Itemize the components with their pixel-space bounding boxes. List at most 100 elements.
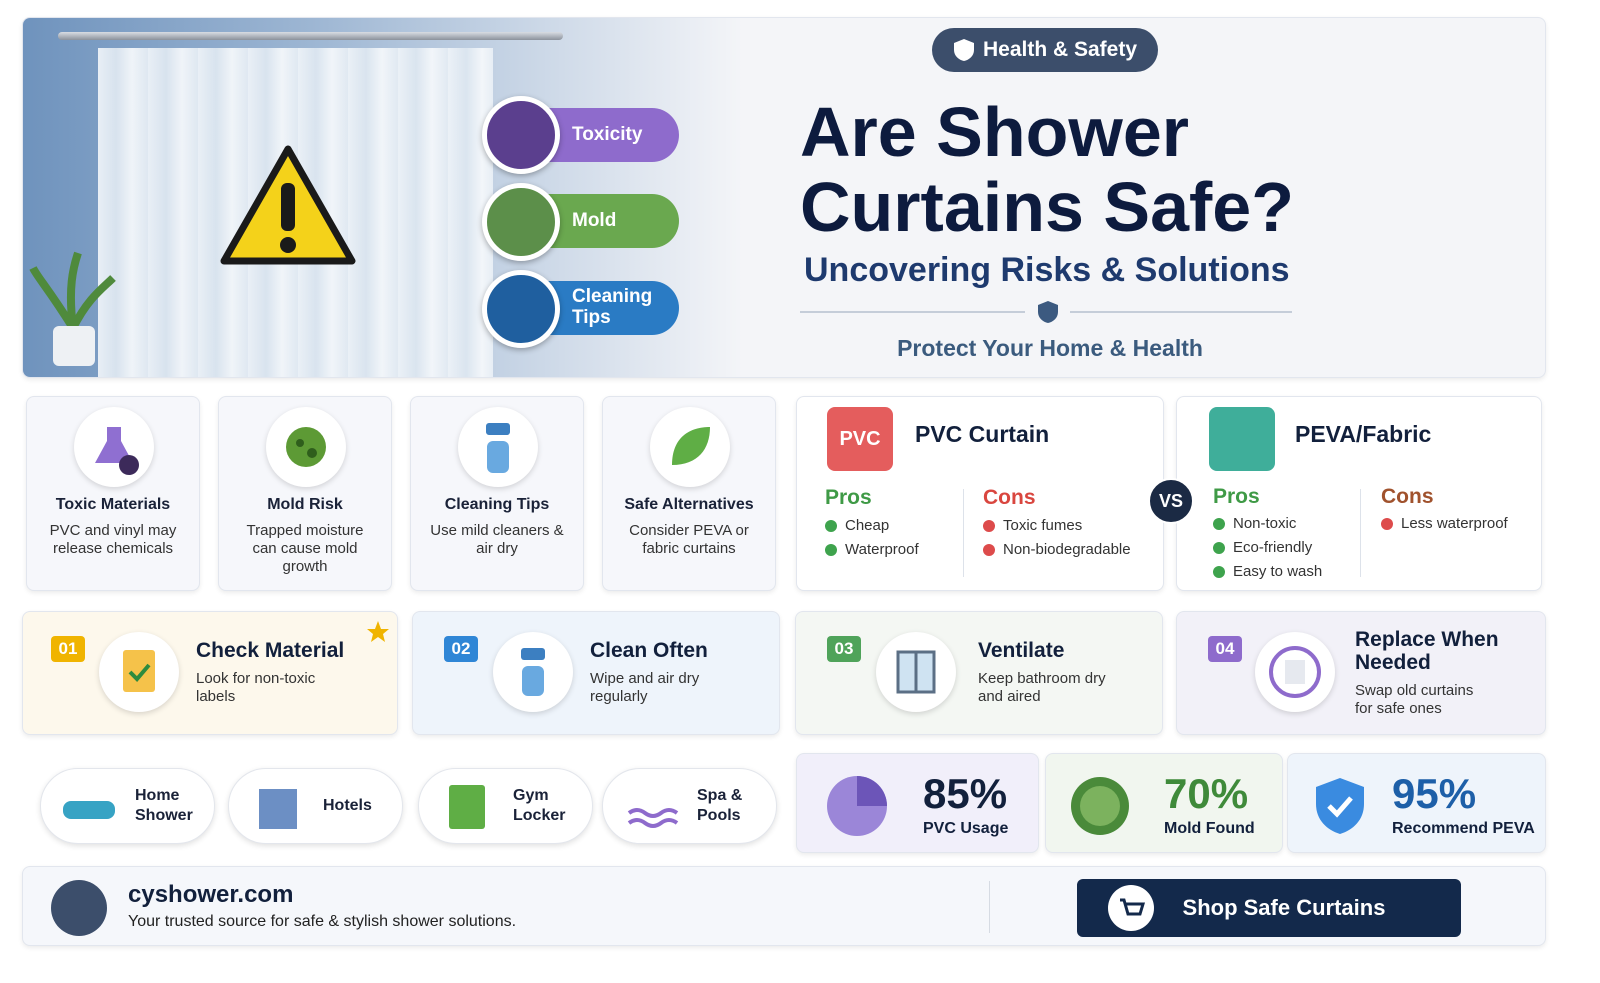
step-text: Look for non-toxic labels <box>196 670 316 705</box>
star-icon <box>367 621 389 642</box>
tag-label: Toxicity <box>572 123 643 145</box>
use-label: Spa & Pools <box>697 787 743 824</box>
use-pill: Gym Locker <box>418 768 593 844</box>
pie-icon <box>827 776 887 836</box>
site-tagline: Your trusted source for safe & stylish s… <box>128 913 517 930</box>
plant <box>29 251 116 366</box>
stat-card: 95% Recommend PEVA <box>1287 753 1546 853</box>
vs-badge: VS <box>1148 478 1194 524</box>
con-item: Less waterproof <box>1381 515 1508 532</box>
mold-icon <box>1071 777 1129 835</box>
divider <box>1070 311 1292 313</box>
tag-label: Cleaning Tips <box>572 286 653 328</box>
icon <box>1255 632 1335 712</box>
badge-text: Health & Safety <box>982 38 1138 61</box>
info-card: Toxic Materials PVC and vinyl may release… <box>26 396 200 591</box>
stat-label: PVC Usage <box>923 820 1009 837</box>
comparison-card: PEVA/Fabric Pros Non-toxic Eco-friendly … <box>1176 396 1542 591</box>
step-card: 03 Ventilate Keep bathroom dry and aired <box>795 611 1163 735</box>
cart-icon <box>1108 885 1154 931</box>
pro-item: Easy to wash <box>1213 563 1322 580</box>
title: Curtains Safe? <box>800 168 1294 246</box>
step-title: Clean Often <box>590 639 708 662</box>
shield-icon <box>1316 778 1364 834</box>
cleaning-icon <box>482 270 560 348</box>
footer: cyshower.com Your trusted source for saf… <box>22 866 1546 946</box>
pro-item: Eco-friendly <box>1213 539 1312 556</box>
category-badge: Health & Safety <box>932 28 1158 72</box>
use-label: Hotels <box>323 797 372 814</box>
step-number: 02 <box>444 636 478 662</box>
warning-icon <box>220 145 356 265</box>
pro-item: Waterproof <box>825 541 919 558</box>
divider <box>989 881 990 933</box>
stat-card: 70% Mold Found <box>1045 753 1283 853</box>
info-card: Cleaning Tips Use mild cleaners & air dry <box>410 396 584 591</box>
step-title: Replace When Needed <box>1355 628 1499 674</box>
pros-label: Pros <box>825 486 872 509</box>
stat-value: 85% <box>923 770 1008 817</box>
stat-label: Recommend PEVA <box>1392 820 1535 837</box>
divider <box>800 311 1025 313</box>
card-text: Trapped moisture can cause mold growth <box>246 522 364 575</box>
curtain-rod <box>58 32 563 40</box>
info-card: Mold Risk Trapped moisture can cause mold… <box>218 396 392 591</box>
option-name: PVC Curtain <box>915 421 1050 447</box>
con-item: Non-biodegradable <box>983 541 1131 558</box>
step-text: Keep bathroom dry and aired <box>978 670 1106 705</box>
icon <box>266 407 346 487</box>
use-pill: Hotels <box>228 768 403 844</box>
step-title: Check Material <box>196 639 345 662</box>
step-card: 02 Clean Often Wipe and air dry regularl… <box>412 611 780 735</box>
pvc-icon: PVC <box>827 407 893 471</box>
step-number: 04 <box>1208 636 1242 662</box>
step-title: Ventilate <box>978 639 1065 662</box>
button-label: Shop Safe Curtains <box>1182 895 1386 920</box>
info-card: Safe Alternatives Consider PEVA or fabric… <box>602 396 776 591</box>
stat-label: Mold Found <box>1164 820 1255 837</box>
card-title: Cleaning Tips <box>444 496 550 513</box>
card-text: Consider PEVA or fabric curtains <box>629 522 749 557</box>
icon <box>458 407 538 487</box>
stat-value: 95% <box>1392 770 1477 817</box>
stat-value: 70% <box>1164 770 1249 817</box>
icon <box>74 407 154 487</box>
use-label: Home Shower <box>135 787 193 824</box>
step-card: 04 Replace When Needed Swap old curtains… <box>1176 611 1546 735</box>
subtitle: Uncovering Risks & Solutions <box>804 251 1290 289</box>
icon <box>876 632 956 712</box>
step-number: 03 <box>827 636 861 662</box>
pro-item: Non-toxic <box>1213 515 1296 532</box>
mold-icon <box>482 183 560 261</box>
tagline: Protect Your Home & Health <box>897 335 1203 361</box>
icon <box>493 632 573 712</box>
step-text: Swap old curtains for safe ones <box>1355 682 1474 717</box>
step-text: Wipe and air dry regularly <box>590 670 700 705</box>
use-pill: Home Shower <box>40 768 215 844</box>
icon <box>650 407 730 487</box>
card-title: Toxic Materials <box>55 496 171 513</box>
card-title: Safe Alternatives <box>624 496 754 513</box>
icon <box>99 632 179 712</box>
pros-label: Pros <box>1213 485 1260 508</box>
divider <box>963 489 964 577</box>
toxicity-icon <box>482 96 560 174</box>
hero: Toxicity Mold Cleaning Tips <box>22 17 1546 378</box>
step-number: 01 <box>51 636 85 662</box>
con-item: Toxic fumes <box>983 517 1082 534</box>
globe-icon <box>51 880 107 936</box>
shield-icon <box>953 39 974 61</box>
shield-icon <box>1038 301 1058 323</box>
stat-card: 85% PVC Usage <box>796 753 1039 853</box>
comparison-card: PVC PVC Curtain Pros Cheap Waterproof Co… <box>796 396 1164 591</box>
shop-button[interactable]: Shop Safe Curtains <box>1077 879 1461 937</box>
cons-label: Cons <box>1381 485 1434 508</box>
use-label: Gym Locker <box>513 787 566 824</box>
divider <box>1360 489 1361 577</box>
tag-label: Mold <box>572 209 617 231</box>
site-name: cyshower.com <box>128 881 294 908</box>
use-pill: Spa & Pools <box>602 768 777 844</box>
